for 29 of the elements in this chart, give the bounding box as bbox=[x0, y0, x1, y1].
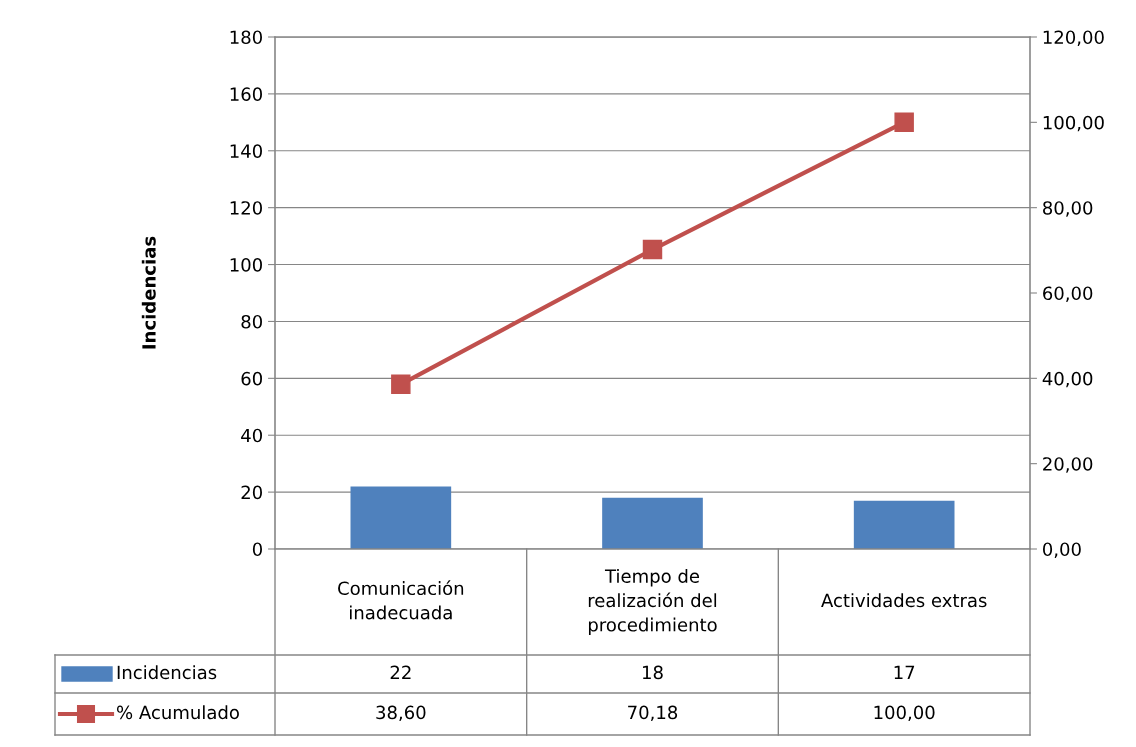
y-tick-label: 20 bbox=[241, 485, 262, 500]
y-tick-label: 80 bbox=[241, 314, 262, 329]
y2-tick-label: 100,00 bbox=[1043, 115, 1104, 132]
x-tick-label: Actividades extras bbox=[821, 593, 987, 608]
y2-tick-label: 60,00 bbox=[1043, 286, 1093, 302]
y2-tick-label: 80,00 bbox=[1043, 201, 1093, 217]
data-label: 70,18 bbox=[628, 705, 678, 722]
y-tick-label: 140 bbox=[230, 144, 262, 158]
data-label: 22 bbox=[390, 665, 411, 679]
legend-label: Incidencias bbox=[117, 665, 217, 680]
x-tick-label: Comunicación inadecuada bbox=[338, 580, 464, 620]
data-label: 100,00 bbox=[874, 705, 935, 722]
data-label: 38,60 bbox=[376, 705, 426, 722]
y2-tick-label: 120,00 bbox=[1043, 30, 1104, 46]
x-tick-label: Tiempo de realización del procedimiento bbox=[588, 568, 717, 636]
y-tick-label: 0 bbox=[252, 542, 262, 557]
y-axis-title: Incidencias bbox=[141, 236, 156, 349]
y2-tick-label: 20,00 bbox=[1043, 457, 1093, 473]
y2-tick-label: 0,00 bbox=[1043, 542, 1081, 558]
y-tick-label: 60 bbox=[241, 371, 262, 386]
data-label: 18 bbox=[643, 665, 663, 680]
y-tick-label: 40 bbox=[241, 428, 262, 443]
y-tick-label: 100 bbox=[230, 258, 262, 272]
y-tick-label: 120 bbox=[230, 201, 262, 215]
y-tick-label: 160 bbox=[230, 87, 262, 102]
data-label: 17 bbox=[894, 665, 915, 679]
y-tick-label: 180 bbox=[230, 30, 262, 45]
legend-label: % Acumulado bbox=[117, 705, 239, 720]
y2-tick-label: 40,00 bbox=[1042, 371, 1093, 388]
